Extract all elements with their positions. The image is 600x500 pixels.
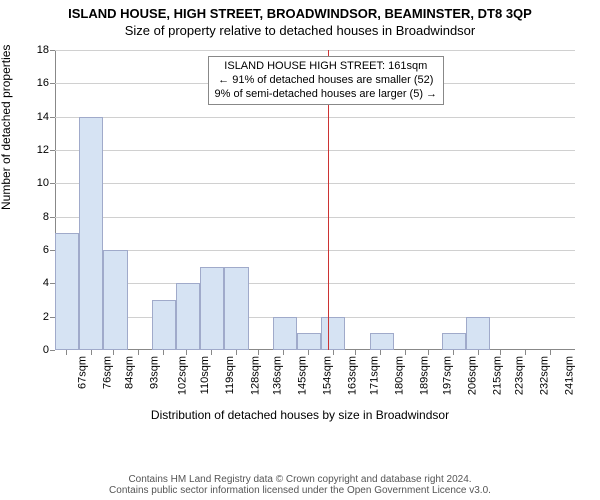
chart-title: ISLAND HOUSE, HIGH STREET, BROADWINDSOR,… — [0, 0, 600, 21]
y-tick-label: 4 — [43, 277, 49, 289]
histogram-bar — [103, 250, 127, 350]
x-tick-label: 163sqm — [347, 356, 359, 395]
x-tick-mark — [113, 350, 114, 355]
y-tick-label: 8 — [43, 211, 49, 223]
x-tick-mark — [236, 350, 237, 355]
x-tick-mark — [211, 350, 212, 355]
x-tick-label: 84sqm — [124, 356, 136, 389]
credit-line-2: Contains public sector information licen… — [0, 485, 600, 496]
x-tick-label: 145sqm — [297, 356, 309, 395]
x-tick-label: 102sqm — [177, 356, 189, 395]
histogram-bar — [55, 233, 79, 350]
y-tick-label: 10 — [37, 177, 49, 189]
x-tick-mark — [163, 350, 164, 355]
x-tick-mark — [258, 350, 259, 355]
x-tick-mark — [550, 350, 551, 355]
histogram-bar — [152, 300, 176, 350]
x-tick-mark — [453, 350, 454, 355]
annotation-line: ← 91% of detached houses are smaller (52… — [215, 74, 438, 88]
x-tick-mark — [405, 350, 406, 355]
y-tick-label: 2 — [43, 311, 49, 323]
x-tick-label: 128sqm — [249, 356, 261, 395]
histogram-bar — [273, 317, 297, 350]
credits: Contains HM Land Registry data © Crown c… — [0, 474, 600, 496]
x-tick-label: 76sqm — [102, 356, 114, 389]
x-tick-mark — [91, 350, 92, 355]
histogram-bar — [176, 283, 200, 350]
gridline-h — [55, 317, 575, 318]
y-tick-mark — [50, 350, 55, 351]
x-tick-mark — [283, 350, 284, 355]
gridline-h — [55, 50, 575, 51]
x-tick-mark — [380, 350, 381, 355]
gridline-h — [55, 117, 575, 118]
annotation-line: 9% of semi-detached houses are larger (5… — [215, 88, 438, 102]
y-tick-label: 12 — [37, 144, 49, 156]
x-tick-label: 241sqm — [564, 356, 576, 395]
chart-subtitle: Size of property relative to detached ho… — [0, 21, 600, 38]
gridline-h — [55, 150, 575, 151]
y-tick-mark — [50, 150, 55, 151]
y-tick-mark — [50, 83, 55, 84]
histogram-bar — [79, 117, 103, 350]
chart-container: ISLAND HOUSE, HIGH STREET, BROADWINDSOR,… — [0, 0, 600, 500]
y-tick-label: 6 — [43, 244, 49, 256]
x-tick-label: 110sqm — [199, 356, 211, 394]
y-tick-mark — [50, 50, 55, 51]
x-tick-label: 180sqm — [394, 356, 406, 395]
x-tick-label: 154sqm — [322, 356, 334, 395]
x-tick-mark — [428, 350, 429, 355]
histogram-bar — [321, 317, 345, 350]
histogram-bar — [200, 267, 224, 350]
x-axis-label: Distribution of detached houses by size … — [0, 408, 600, 422]
x-tick-mark — [308, 350, 309, 355]
x-tick-label: 67sqm — [77, 356, 89, 389]
y-tick-label: 18 — [37, 44, 49, 56]
gridline-h — [55, 250, 575, 251]
x-tick-label: 232sqm — [539, 356, 551, 395]
credit-line-1: Contains HM Land Registry data © Crown c… — [0, 474, 600, 485]
y-tick-mark — [50, 183, 55, 184]
x-tick-label: 119sqm — [224, 356, 236, 394]
x-tick-mark — [500, 350, 501, 355]
y-tick-label: 14 — [37, 111, 49, 123]
histogram-bar — [224, 267, 248, 350]
y-tick-mark — [50, 217, 55, 218]
gridline-h — [55, 217, 575, 218]
x-tick-label: 171sqm — [369, 356, 381, 395]
x-tick-label: 215sqm — [491, 356, 503, 395]
x-tick-label: 223sqm — [513, 356, 525, 395]
x-tick-mark — [525, 350, 526, 355]
plot-area: 02468101214161867sqm76sqm84sqm93sqm102sq… — [55, 50, 575, 350]
x-tick-label: 189sqm — [419, 356, 431, 395]
x-tick-label: 206sqm — [466, 356, 478, 395]
x-tick-mark — [333, 350, 334, 355]
x-tick-mark — [478, 350, 479, 355]
histogram-bar — [466, 317, 490, 350]
gridline-h — [55, 183, 575, 184]
x-tick-mark — [186, 350, 187, 355]
x-tick-mark — [355, 350, 356, 355]
x-tick-label: 197sqm — [441, 356, 453, 395]
histogram-bar — [297, 333, 321, 350]
gridline-h — [55, 283, 575, 284]
annotation-box: ISLAND HOUSE HIGH STREET: 161sqm← 91% of… — [208, 56, 445, 105]
histogram-bar — [442, 333, 466, 350]
y-axis-label: Number of detached properties — [0, 45, 13, 210]
y-tick-label: 16 — [37, 77, 49, 89]
x-tick-mark — [138, 350, 139, 355]
x-tick-label: 93sqm — [149, 356, 161, 389]
histogram-bar — [370, 333, 394, 350]
y-tick-label: 0 — [43, 344, 49, 356]
y-tick-mark — [50, 117, 55, 118]
x-tick-label: 136sqm — [272, 356, 284, 395]
annotation-line: ISLAND HOUSE HIGH STREET: 161sqm — [215, 60, 438, 74]
x-tick-mark — [66, 350, 67, 355]
